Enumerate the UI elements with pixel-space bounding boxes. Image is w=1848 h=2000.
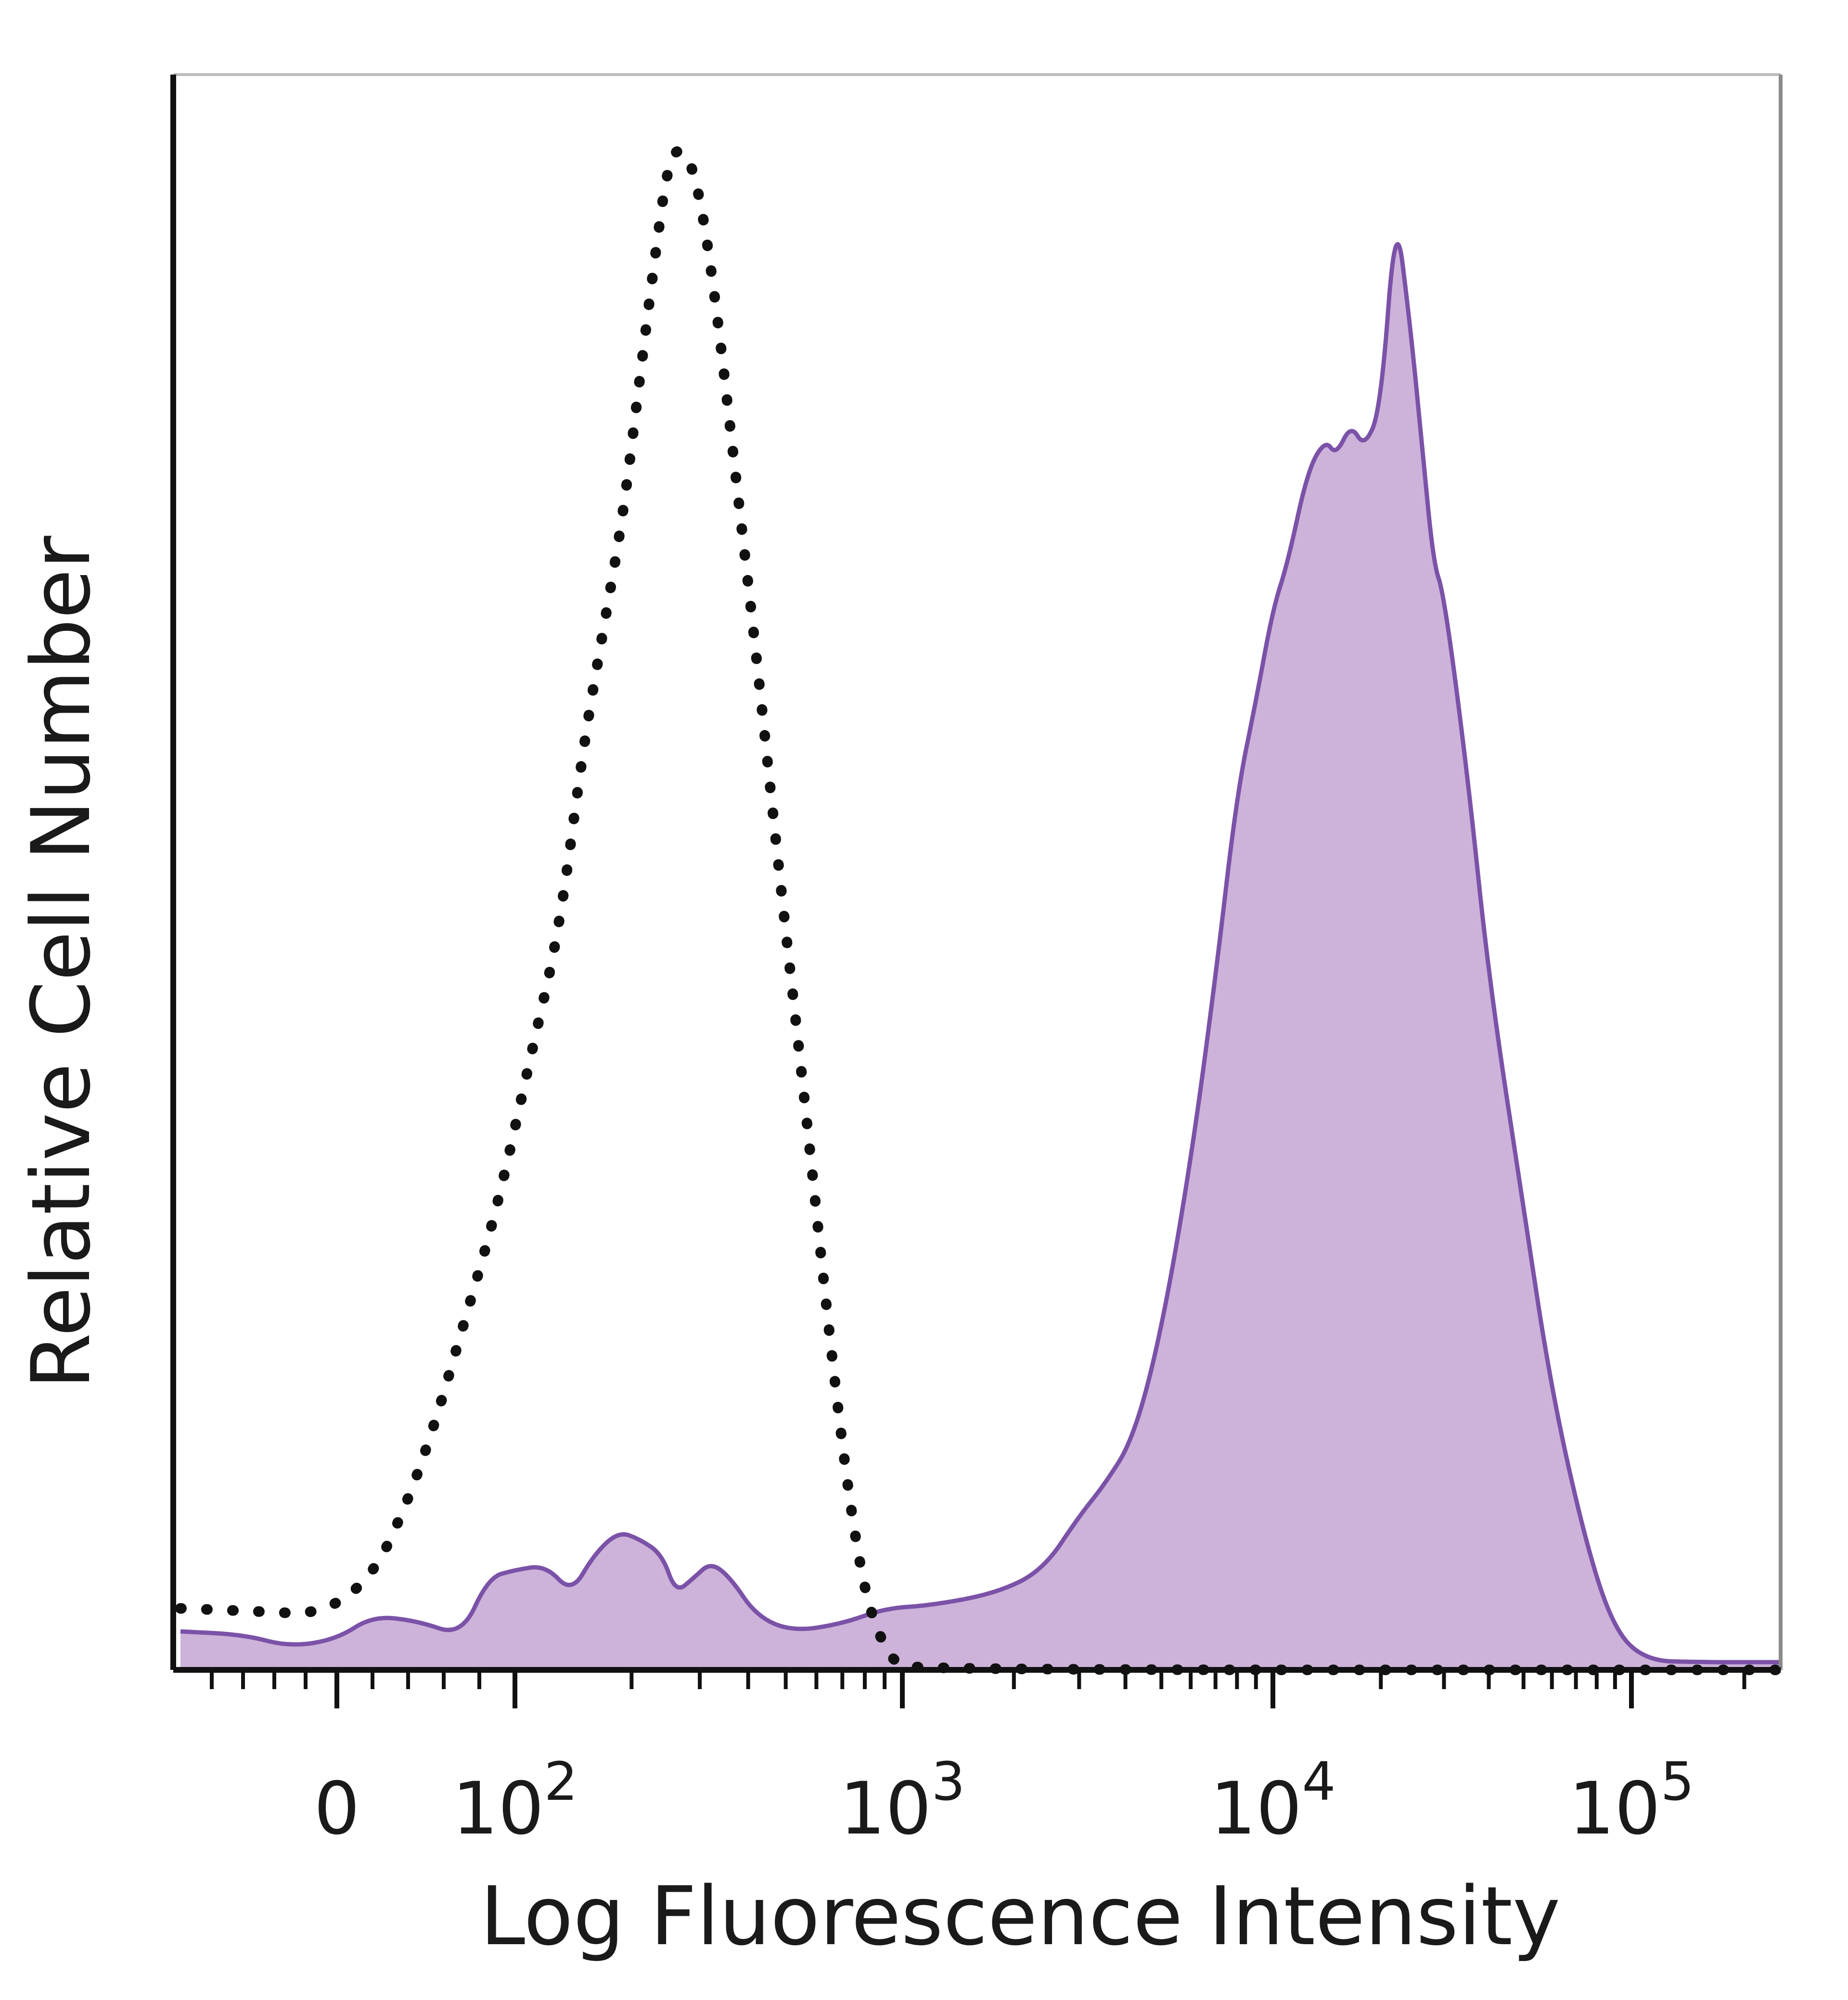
x-tick-label: 105 [1569, 1751, 1694, 1851]
stained-histogram-line [180, 242, 1781, 1665]
text-layer: Log Fluorescence Intensity Relative Cell… [14, 535, 1694, 1963]
axis-layer [170, 73, 1783, 1708]
x-tick-label: 0 [314, 1767, 359, 1851]
x-tick-label: 102 [452, 1751, 578, 1851]
y-axis-label: Relative Cell Number [14, 535, 108, 1389]
x-tick-label: 103 [840, 1751, 965, 1851]
stained-histogram-fill [180, 244, 1781, 1670]
series-layer [175, 145, 1786, 1675]
x-axis-label: Log Fluorescence Intensity [480, 1869, 1561, 1963]
isotype-control-histogram-line [175, 145, 1786, 1675]
x-tick-label: 104 [1210, 1751, 1336, 1851]
